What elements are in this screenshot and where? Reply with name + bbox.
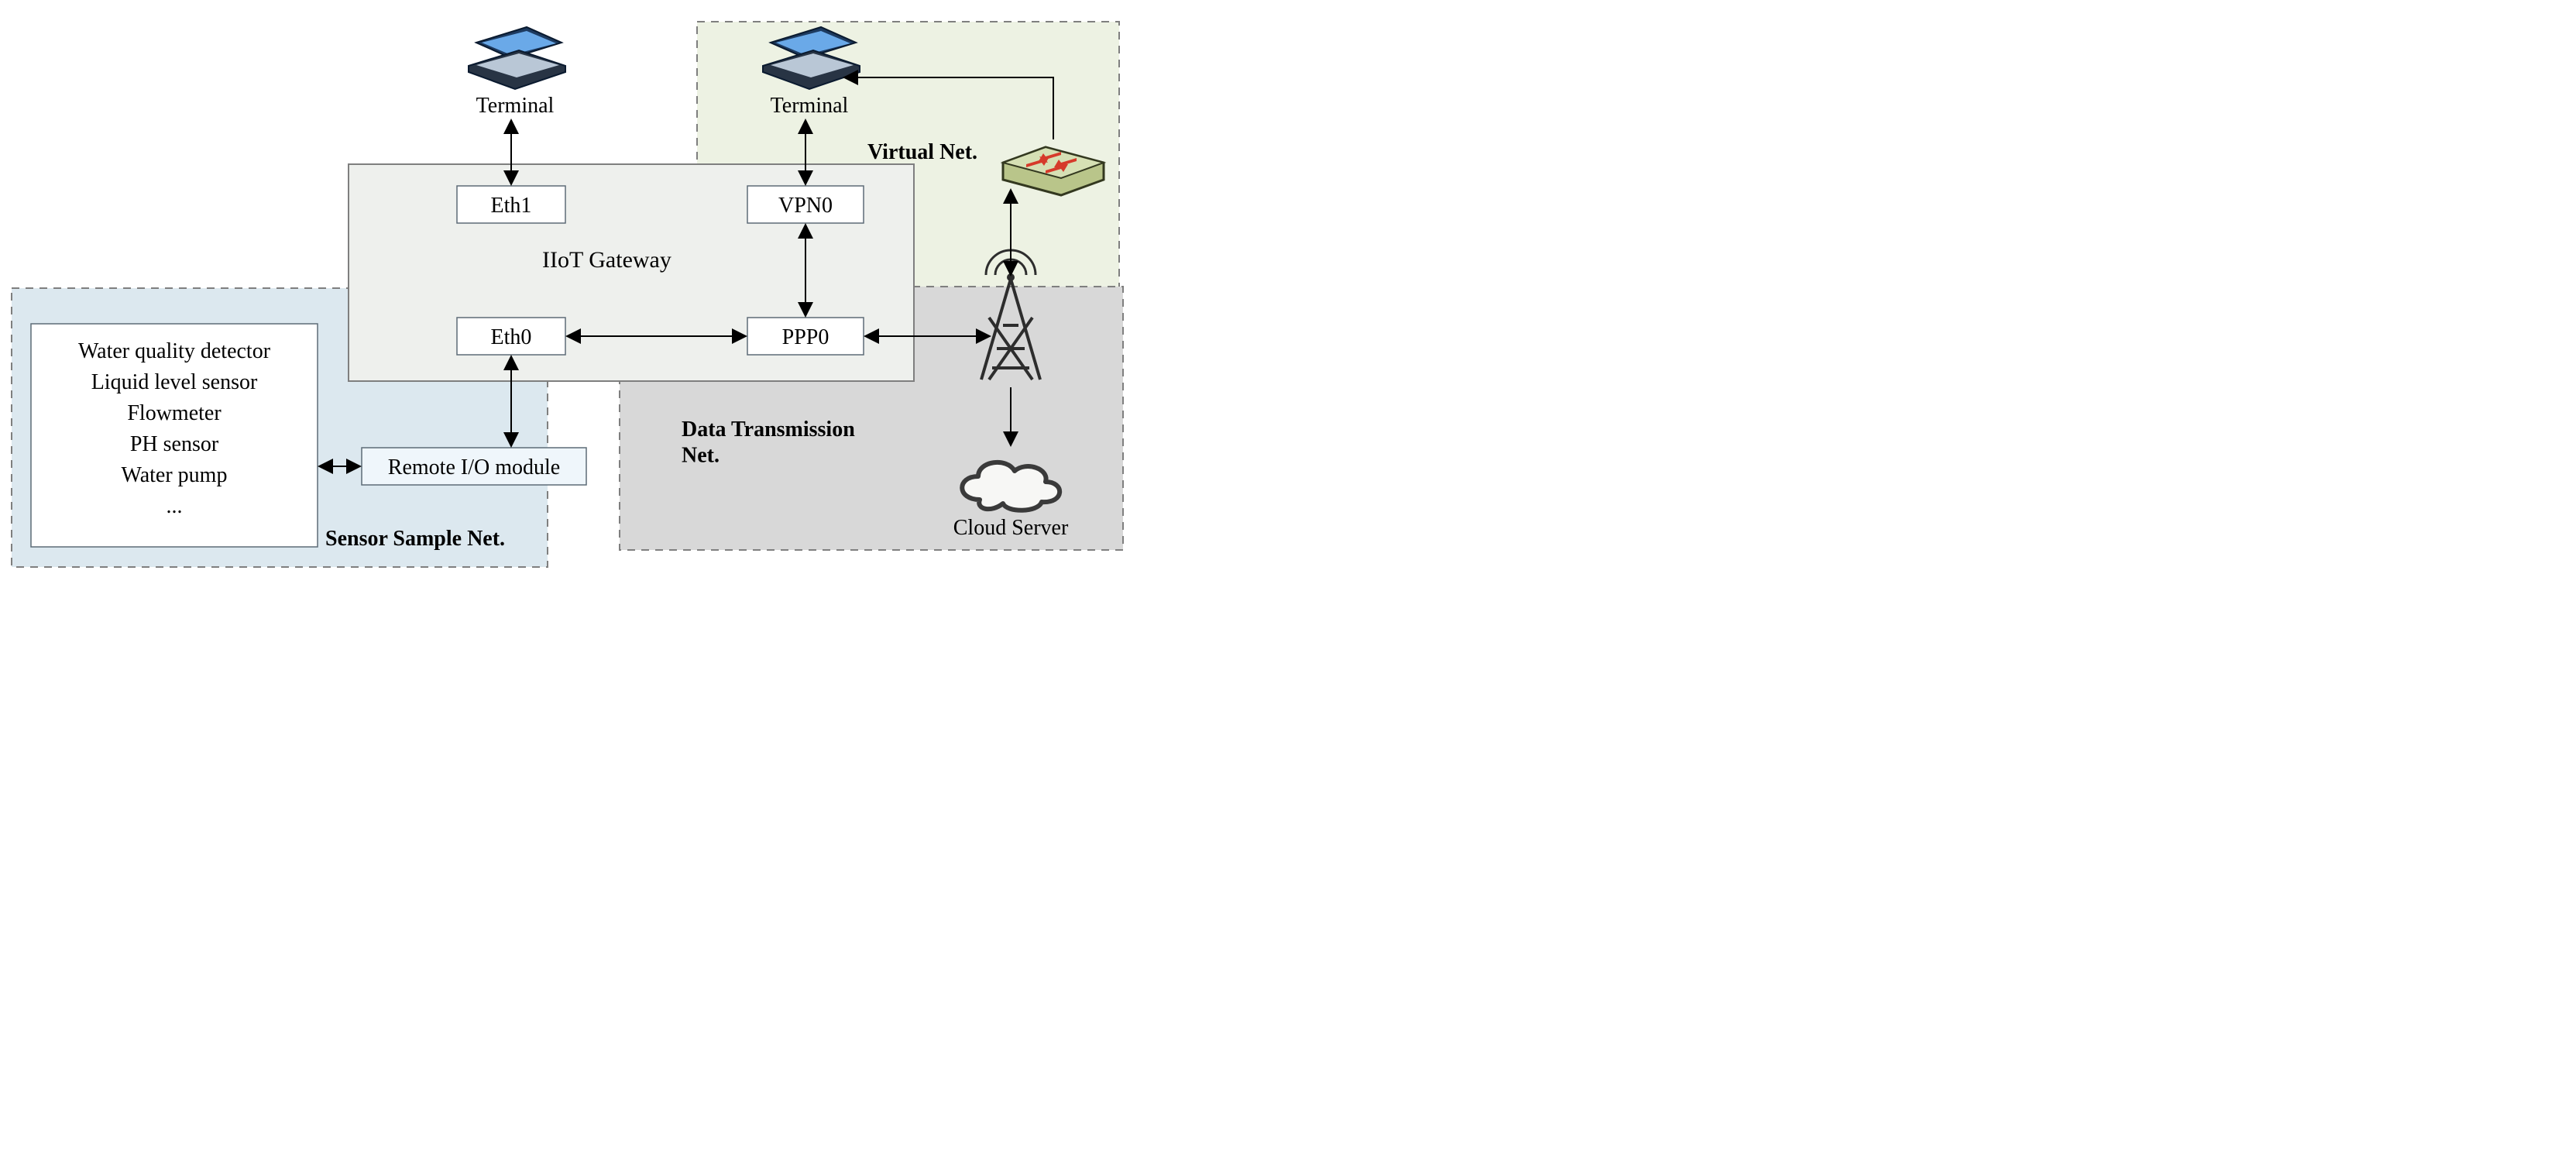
- sensor-item-0: Water quality detector: [78, 339, 271, 363]
- box-label-eth0: Eth0: [491, 325, 532, 349]
- terminal-1-label: Terminal: [476, 94, 555, 118]
- cloud-label: Cloud Server: [953, 516, 1069, 540]
- terminal-1-icon: [469, 27, 565, 89]
- sensor-item-5: ...: [167, 494, 183, 518]
- box-label-ppp0: PPP0: [782, 325, 829, 349]
- terminal-2-label: Terminal: [771, 94, 849, 118]
- sensor-item-2: Flowmeter: [127, 401, 222, 425]
- sensor-item-1: Liquid level sensor: [91, 370, 258, 394]
- panel-label-gateway: IIoT Gateway: [542, 247, 671, 273]
- panel-label-virtual: Virtual Net.: [867, 140, 977, 164]
- box-label-remote: Remote I/O module: [388, 455, 560, 479]
- box-label-vpn0: VPN0: [778, 194, 833, 218]
- sensor-item-3: PH sensor: [130, 432, 219, 456]
- sensor-item-4: Water pump: [122, 463, 228, 487]
- panel-label-sensor: Sensor Sample Net.: [325, 527, 505, 551]
- box-label-eth1: Eth1: [491, 194, 532, 218]
